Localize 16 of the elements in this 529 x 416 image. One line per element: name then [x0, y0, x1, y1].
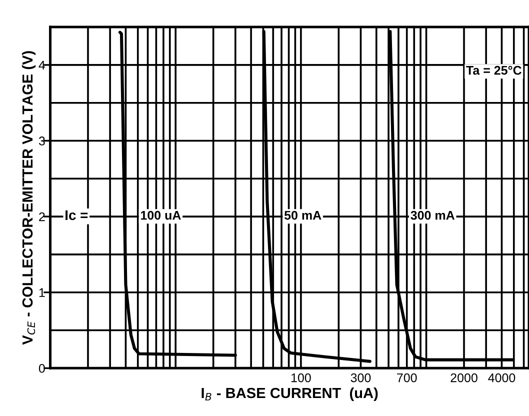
x-tick-label: 300 — [350, 373, 371, 382]
x-axis-title: I$_{B}$ - BASE CURRENT (uA) — [202, 387, 378, 402]
y-tick-label: 3 — [38, 136, 45, 146]
x-tick-label: 2000 — [450, 373, 478, 382]
series-label: 50 mA — [284, 210, 322, 220]
x-tick-label: 4000 — [488, 373, 516, 382]
y-tick-label: 2 — [39, 212, 45, 222]
y-axis-title: V$_{CE}$ - COLLECTOR-EMITTER VOLTAGE (V) — [22, 51, 36, 345]
series-label: 100 uA — [140, 210, 181, 220]
x-tick-label: 100 — [291, 373, 311, 382]
x-tick-label: 700 — [397, 373, 417, 382]
y-tick-label: 4 — [38, 60, 46, 70]
annotation: Ta = 25°C — [466, 66, 522, 75]
series-label: 300 mA — [410, 210, 455, 220]
annotation: Ic = — [66, 210, 88, 220]
y-tick-label: 1 — [39, 288, 45, 297]
